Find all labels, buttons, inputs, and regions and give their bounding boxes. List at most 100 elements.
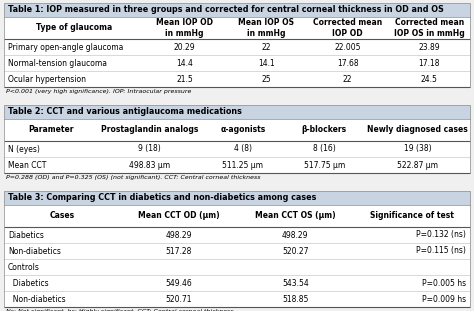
Bar — [354, 291, 470, 307]
Text: P=0.132 (ns): P=0.132 (ns) — [416, 230, 466, 239]
Text: P=0.115 (ns): P=0.115 (ns) — [416, 247, 466, 256]
Bar — [4, 243, 120, 259]
Bar — [4, 141, 97, 157]
Text: 19 (38): 19 (38) — [404, 145, 431, 154]
Text: Mean CCT OS (μm): Mean CCT OS (μm) — [255, 211, 336, 220]
Text: 21.5: 21.5 — [176, 75, 193, 83]
Text: 17.68: 17.68 — [337, 58, 358, 67]
Text: Non-diabetics: Non-diabetics — [8, 295, 65, 304]
Bar — [4, 3, 470, 17]
Bar — [120, 227, 237, 243]
Text: Mean IOP OS
in mmHg: Mean IOP OS in mmHg — [238, 18, 294, 38]
Text: Prostaglandin analogs: Prostaglandin analogs — [101, 126, 198, 134]
Text: 498.29: 498.29 — [165, 230, 192, 239]
Bar — [144, 55, 225, 71]
Text: P=0.005 hs: P=0.005 hs — [422, 278, 466, 287]
Bar — [237, 227, 354, 243]
Text: Newly diagnosed cases: Newly diagnosed cases — [367, 126, 468, 134]
Bar — [202, 141, 283, 157]
Text: 9 (18): 9 (18) — [138, 145, 161, 154]
Text: Mean IOP OD
in mmHg: Mean IOP OD in mmHg — [156, 18, 213, 38]
Text: Table 3: Comparing CCT in diabetics and non-diabetics among cases: Table 3: Comparing CCT in diabetics and … — [8, 193, 316, 202]
Bar — [354, 275, 470, 291]
Text: 14.4: 14.4 — [176, 58, 193, 67]
Bar — [4, 227, 120, 243]
Text: N (eyes): N (eyes) — [8, 145, 40, 154]
Text: 498.29: 498.29 — [282, 230, 309, 239]
Bar — [4, 55, 144, 71]
Text: 498.83 μm: 498.83 μm — [129, 160, 170, 169]
Text: Non-diabetics: Non-diabetics — [8, 247, 61, 256]
Text: 22: 22 — [343, 75, 353, 83]
Bar — [237, 259, 354, 275]
Text: 25: 25 — [261, 75, 271, 83]
Text: Primary open-angle glaucoma: Primary open-angle glaucoma — [8, 43, 123, 52]
Text: Corrected mean
IOP OS in mmHg: Corrected mean IOP OS in mmHg — [394, 18, 465, 38]
Text: Controls: Controls — [8, 262, 40, 272]
Bar — [4, 291, 120, 307]
Bar — [307, 55, 389, 71]
Bar — [202, 157, 283, 173]
Bar — [4, 105, 470, 119]
Text: 511.25 μm: 511.25 μm — [222, 160, 264, 169]
Bar — [4, 39, 144, 55]
Bar — [237, 275, 354, 291]
Text: Ocular hypertension: Ocular hypertension — [8, 75, 86, 83]
Bar — [354, 243, 470, 259]
Text: Diabetics: Diabetics — [8, 278, 49, 287]
Bar — [4, 17, 470, 39]
Bar — [4, 205, 470, 227]
Bar — [120, 243, 237, 259]
Bar — [237, 291, 354, 307]
Bar — [354, 259, 470, 275]
Bar — [120, 291, 237, 307]
Text: 22.005: 22.005 — [335, 43, 361, 52]
Text: Normal-tension glaucoma: Normal-tension glaucoma — [8, 58, 107, 67]
Text: 22: 22 — [261, 43, 271, 52]
Text: Parameter: Parameter — [28, 126, 73, 134]
Bar — [389, 55, 470, 71]
Bar — [307, 71, 389, 87]
Bar — [4, 119, 470, 141]
Text: 518.85: 518.85 — [282, 295, 309, 304]
Text: P=0.009 hs: P=0.009 hs — [422, 295, 466, 304]
Text: Diabetics: Diabetics — [8, 230, 44, 239]
Text: 520.27: 520.27 — [282, 247, 309, 256]
Text: Cases: Cases — [50, 211, 75, 220]
Text: 520.71: 520.71 — [165, 295, 192, 304]
Text: α-agonists: α-agonists — [220, 126, 265, 134]
Text: β-blockers: β-blockers — [302, 126, 347, 134]
Text: Significance of test: Significance of test — [370, 211, 454, 220]
Text: 17.18: 17.18 — [419, 58, 440, 67]
Bar — [4, 157, 97, 173]
Bar — [120, 275, 237, 291]
Text: 517.75 μm: 517.75 μm — [304, 160, 345, 169]
Bar — [283, 141, 365, 157]
Text: Mean CCT: Mean CCT — [8, 160, 46, 169]
Bar — [365, 157, 470, 173]
Bar — [97, 157, 202, 173]
Text: 8 (16): 8 (16) — [313, 145, 336, 154]
Bar — [120, 259, 237, 275]
Text: 543.54: 543.54 — [282, 278, 309, 287]
Text: 20.29: 20.29 — [174, 43, 195, 52]
Text: 4 (8): 4 (8) — [234, 145, 252, 154]
Bar — [307, 39, 389, 55]
Text: Corrected mean
IOP OD: Corrected mean IOP OD — [313, 18, 383, 38]
Text: Table 2: CCT and various antiglaucoma medications: Table 2: CCT and various antiglaucoma me… — [8, 108, 242, 117]
Bar — [144, 39, 225, 55]
Bar — [365, 141, 470, 157]
Text: Type of glaucoma: Type of glaucoma — [36, 24, 112, 33]
Text: 517.28: 517.28 — [165, 247, 192, 256]
Bar — [4, 259, 120, 275]
Text: Mean CCT OD (μm): Mean CCT OD (μm) — [138, 211, 219, 220]
Bar — [237, 243, 354, 259]
Bar — [225, 39, 307, 55]
Bar — [144, 71, 225, 87]
Text: 23.89: 23.89 — [419, 43, 440, 52]
Bar — [389, 39, 470, 55]
Text: 24.5: 24.5 — [421, 75, 438, 83]
Text: P<0.001 (very high significance). IOP: Intraocular pressure: P<0.001 (very high significance). IOP: I… — [6, 89, 191, 94]
Bar — [283, 157, 365, 173]
Bar — [4, 71, 144, 87]
